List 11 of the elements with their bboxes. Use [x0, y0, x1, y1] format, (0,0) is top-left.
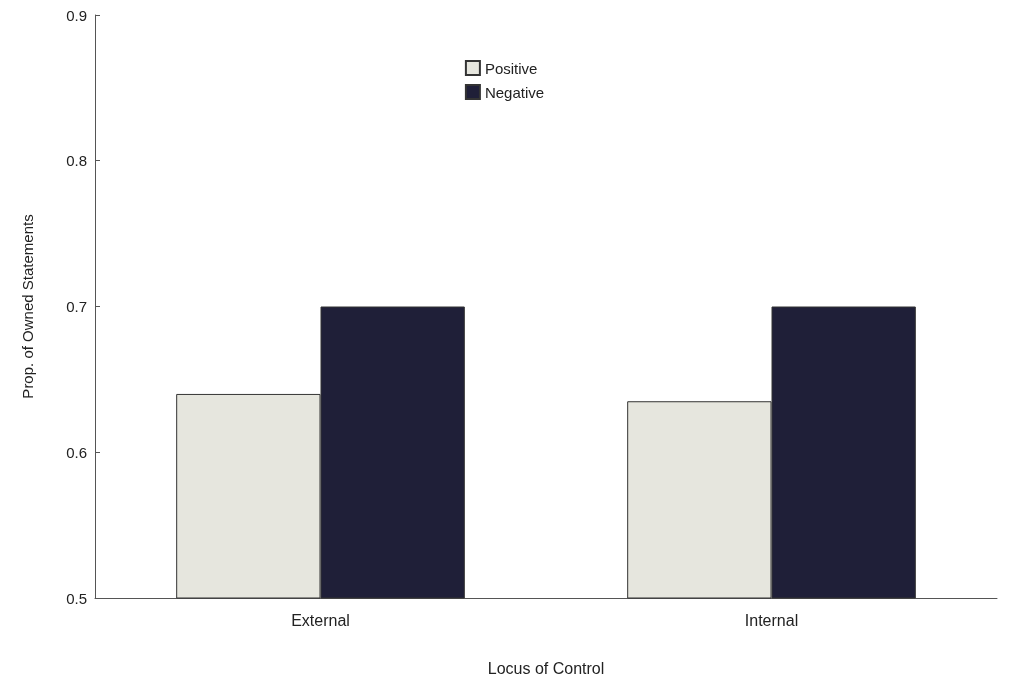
legend-label: Positive: [484, 59, 538, 77]
legend-label: Negative: [484, 83, 545, 101]
x-tick-label: Internal: [744, 611, 799, 629]
x-tick-label: External: [291, 611, 350, 629]
y-axis-title: Prop. of Owned Statements: [19, 214, 36, 399]
x-axis-title: Locus of Control: [487, 659, 605, 677]
y-tick-label: 0.6: [66, 443, 87, 461]
y-tick-label: 0.7: [66, 298, 87, 315]
y-tick-label: 0.5: [66, 589, 87, 607]
y-tick-label: 0.9: [66, 6, 87, 24]
y-tick-label: 0.8: [66, 152, 87, 170]
